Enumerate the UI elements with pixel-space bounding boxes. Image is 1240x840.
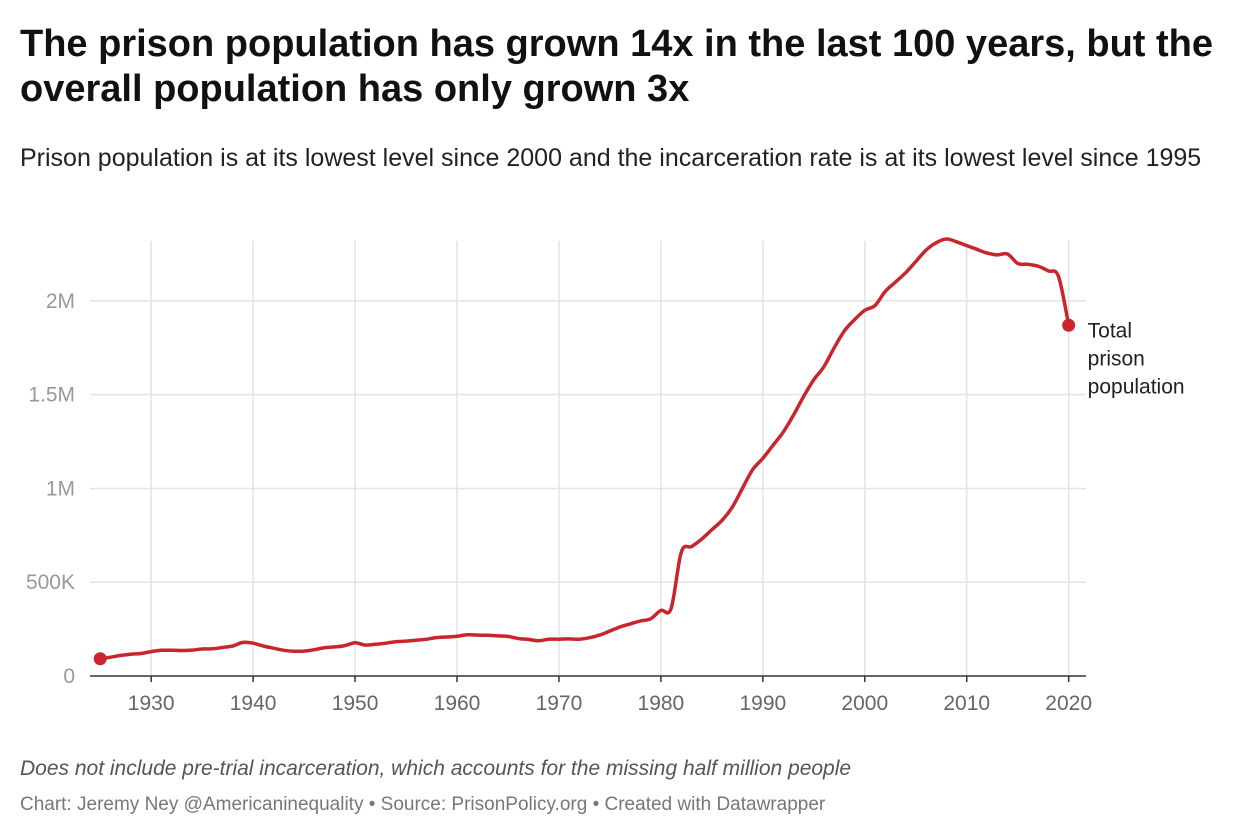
y-tick-label: 1.5M [28, 384, 75, 407]
series-start-point [93, 652, 107, 666]
grid-lines [90, 241, 1086, 676]
source-credit: Chart: Jeremy Ney @Americaninequality • … [20, 794, 826, 815]
x-tick-label: 1960 [434, 692, 481, 715]
series-line-total-prison-population [98, 237, 1071, 661]
x-tick-label: 1980 [638, 692, 685, 715]
x-tick-label: 1970 [536, 692, 583, 715]
line-chart: 1930 1940 1950 1960 1970 1980 1990 2000 2010 2020… [26, 237, 1185, 715]
y-axis-ticks: 0 500K 1M 1.5M 2M [26, 290, 75, 688]
y-tick-label: 500K [26, 571, 75, 594]
x-tick-label: 2000 [841, 692, 888, 715]
x-tick-label: 1950 [332, 692, 379, 715]
footnote: Does not include pre-trial incarceration… [20, 757, 852, 780]
x-tick-label: 1930 [128, 692, 175, 715]
x-tick-label: 1940 [230, 692, 277, 715]
chart-title: The prison population has grown 14x in t… [20, 23, 1214, 110]
y-tick-label: 2M [46, 290, 75, 313]
x-axis-ticks: 1930 1940 1950 1960 1970 1980 1990 2000 2010 2020 [128, 676, 1092, 715]
y-tick-label: 0 [63, 665, 75, 688]
x-tick-label: 2020 [1045, 692, 1092, 715]
series-label: Total prison population [1088, 319, 1185, 398]
series-end-point [1062, 318, 1076, 332]
y-tick-label: 1M [46, 477, 75, 500]
x-tick-label: 2010 [943, 692, 990, 715]
chart-subtitle: Prison population is at its lowest level… [20, 144, 1202, 172]
x-tick-label: 1990 [739, 692, 786, 715]
